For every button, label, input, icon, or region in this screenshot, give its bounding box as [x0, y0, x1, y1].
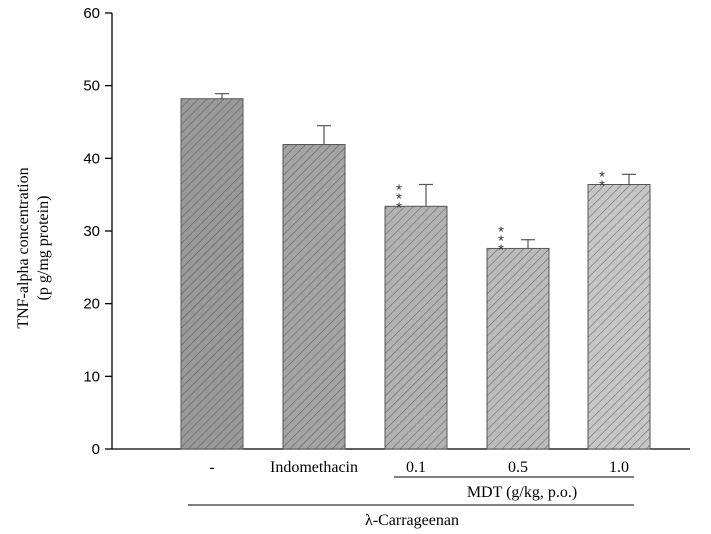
asterisk: *: [396, 190, 402, 207]
y-tick-label: 40: [83, 150, 100, 167]
mdt-group-label: MDT (g/kg, p.o.): [467, 484, 577, 501]
y-tick-label: 30: [83, 223, 100, 240]
bar-outline: [384, 205, 448, 450]
significance-marker: **: [599, 168, 605, 194]
asterisk: *: [498, 223, 504, 240]
x-tick-label: Indomethacin: [270, 459, 358, 476]
asterisk: *: [599, 177, 605, 194]
x-tick-label: 1.0: [609, 459, 629, 476]
bar-hatch: [487, 248, 549, 449]
x-tick-label: -: [209, 459, 214, 476]
y-axis-title: TNF-alpha concentration (p g/mg protein): [15, 167, 52, 328]
bar-hatch: [588, 184, 650, 449]
asterisk: *: [599, 168, 605, 185]
bars-group: ********: [180, 93, 651, 450]
carrageenan-label: λ-Carrageenan: [365, 512, 459, 529]
y-axis-unit: (p g/mg protein): [35, 196, 52, 301]
y-tick-label: 10: [83, 368, 100, 385]
y-tick-label: 20: [83, 296, 100, 313]
asterisk: *: [498, 241, 504, 258]
bar-outline: [587, 183, 651, 450]
x-tick-label: 0.1: [406, 459, 426, 476]
y-axis-ticks: 0 10 20 30 40 50 60: [83, 5, 112, 458]
asterisk: *: [498, 232, 504, 249]
bar-hatch: [283, 144, 345, 449]
y-axis-label: TNF-alpha concentration: [15, 167, 32, 328]
bar-hatch: [385, 206, 447, 449]
bar-outline: [180, 98, 244, 450]
bar-outline: [282, 144, 346, 450]
bar-hatch: [181, 98, 243, 449]
asterisk: *: [396, 199, 402, 216]
x-tick-label: 0.5: [508, 459, 528, 476]
x-axis-labels: - Indomethacin 0.1 0.5 1.0: [209, 459, 629, 476]
bar-outline: [486, 247, 550, 450]
significance-marker: ***: [498, 223, 504, 258]
y-tick-label: 0: [92, 441, 100, 458]
y-tick-label: 50: [83, 78, 100, 95]
y-tick-label: 60: [83, 5, 100, 22]
asterisk: *: [396, 181, 402, 198]
significance-marker: ***: [396, 181, 402, 216]
